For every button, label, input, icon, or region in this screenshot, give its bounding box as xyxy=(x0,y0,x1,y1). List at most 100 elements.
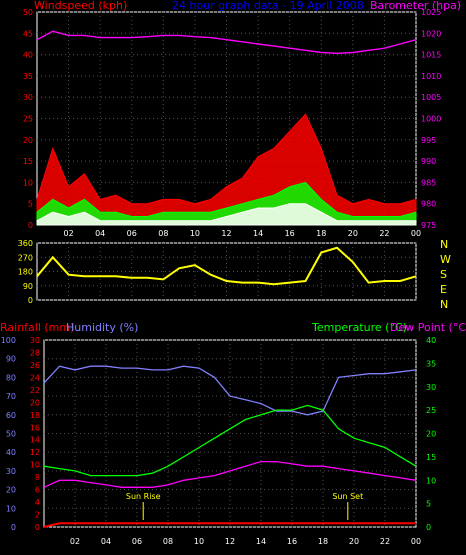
direction-tick-label: 360 xyxy=(18,239,33,248)
barometer-tick-label: 980 xyxy=(421,200,436,209)
windspeed-tick-label: 20 xyxy=(23,136,33,145)
windspeed-tick-label: 35 xyxy=(23,72,33,81)
windspeed-tick-label: 45 xyxy=(23,29,33,38)
climate-series xyxy=(43,365,417,528)
sun-annotations: Sun Rise Sun Set xyxy=(126,492,363,520)
rain-tick-label: 4 xyxy=(35,498,40,507)
wind-series-area xyxy=(36,113,417,226)
wind-x-tick-label: 02 xyxy=(63,229,73,238)
windspeed-tick-label: 5 xyxy=(28,200,33,209)
temperature-tick-label: 35 xyxy=(426,359,436,368)
climate-panel: 0102030405060708090100024681012141618202… xyxy=(0,321,466,546)
windspeed-tick-label: 40 xyxy=(23,51,33,60)
temperature-tick-label: 30 xyxy=(426,383,436,392)
compass-label: N xyxy=(440,298,448,311)
barometer-tick-label: 1020 xyxy=(421,29,441,38)
temperature-tick-label: 40 xyxy=(426,336,436,345)
rain-tick-label: 22 xyxy=(30,386,40,395)
temperature-tick-label: 25 xyxy=(426,406,436,415)
windspeed-tick-label: 15 xyxy=(23,157,33,166)
climate-x-tick-label: 00 xyxy=(411,537,421,546)
climate-x-tick-label: 08 xyxy=(163,537,173,546)
wind-x-tick-label: 00 xyxy=(411,229,421,238)
rain-tick-label: 18 xyxy=(30,411,40,420)
wind-x-tick-label: 20 xyxy=(348,229,358,238)
windspeed-tick-label: 0 xyxy=(28,221,33,230)
rain-tick-label: 26 xyxy=(30,361,40,370)
direction-ticks: 0 90 180 270 360 xyxy=(18,239,33,305)
rain-tick-label: 28 xyxy=(30,348,40,357)
direction-series xyxy=(36,246,417,286)
wind-x-tick-label: 04 xyxy=(95,229,105,238)
dewpoint-axis-label: Dew Point (°C) xyxy=(390,321,466,334)
rain-tick-label: 2 xyxy=(35,511,40,520)
climate-x-tick-label: 02 xyxy=(70,537,80,546)
chart-title: 24 hour graph data - 19 April 2008 xyxy=(172,0,364,12)
rain-tick-label: 30 xyxy=(30,336,40,345)
wind-x-tick-label: 06 xyxy=(127,229,137,238)
direction-grid xyxy=(37,242,417,301)
wind-x-tick-label: 18 xyxy=(316,229,326,238)
barometer-line xyxy=(36,30,417,55)
humidity-tick-label: 40 xyxy=(6,448,16,457)
humidity-tick-label: 30 xyxy=(6,467,16,476)
temp-line xyxy=(43,460,417,488)
wind-series-area xyxy=(36,203,417,226)
wind-direction-line xyxy=(36,246,417,286)
climate-x-tick-label: 12 xyxy=(225,537,235,546)
rain-tick-label: 12 xyxy=(30,448,40,457)
windspeed-axis-label: Windspeed (kph) xyxy=(34,0,127,12)
wind-x-tick-label: 12 xyxy=(221,229,231,238)
temperature-tick-label: 20 xyxy=(426,430,436,439)
temperature-tick-label: 0 xyxy=(426,523,431,532)
humidity-tick-label: 0 xyxy=(11,523,16,532)
direction-tick-label: 90 xyxy=(23,282,33,291)
climate-x-tick-label: 14 xyxy=(256,537,266,546)
wind-x-tick-label: 10 xyxy=(190,229,200,238)
rain-tick-label: 0 xyxy=(35,523,40,532)
compass-label: E xyxy=(440,283,447,296)
climate-x-tick-label: 04 xyxy=(101,537,111,546)
barometer-tick-label: 995 xyxy=(421,136,436,145)
temperature-tick-label: 15 xyxy=(426,453,436,462)
temperature-tick-label: 5 xyxy=(426,500,431,509)
windspeed-tick-label: 10 xyxy=(23,178,33,187)
rain-tick-label: 10 xyxy=(30,461,40,470)
barometer-tick-label: 990 xyxy=(421,157,436,166)
compass-label: N xyxy=(440,238,448,251)
humidity-tick-label: 60 xyxy=(6,411,16,420)
humidity-tick-label: 10 xyxy=(6,504,16,513)
compass-label: W xyxy=(440,253,451,266)
wind-x-tick-label: 14 xyxy=(253,229,263,238)
humidity-tick-label: 100 xyxy=(1,336,16,345)
rainfall-axis-label: Rainfall (mm) xyxy=(0,321,74,334)
rain-tick-label: 20 xyxy=(30,398,40,407)
climate-x-tick-label: 18 xyxy=(318,537,328,546)
windspeed-tick-label: 30 xyxy=(23,93,33,102)
temperature-axis-label: Temperature (°C) xyxy=(311,321,407,334)
windspeed-tick-label: 25 xyxy=(23,115,33,124)
barometer-tick-label: 1000 xyxy=(421,115,441,124)
humidity-tick-label: 90 xyxy=(6,355,16,364)
compass-label: S xyxy=(440,268,447,281)
humidity-line xyxy=(43,365,417,416)
humidity-tick-label: 80 xyxy=(6,373,16,382)
barometer-tick-label: 985 xyxy=(421,178,436,187)
wind-x-tick-label: 08 xyxy=(158,229,168,238)
direction-tick-label: 0 xyxy=(28,296,33,305)
climate-ticks: 0102030405060708090100024681012141618202… xyxy=(1,336,436,546)
rain-tick-label: 8 xyxy=(35,473,40,482)
barometer-tick-label: 1015 xyxy=(421,51,441,60)
rain-tick-label: 24 xyxy=(30,373,40,382)
barometer-tick-label: 1025 xyxy=(421,8,441,17)
humidity-tick-label: 20 xyxy=(6,486,16,495)
wind-x-tick-label: 16 xyxy=(285,229,295,238)
wind-x-tick-label: 22 xyxy=(379,229,389,238)
rain-tick-label: 14 xyxy=(30,436,40,445)
humidity-axis-label: Humidity (%) xyxy=(66,321,138,334)
wind-ticks: 0510152025303540455097598098599099510001… xyxy=(23,8,442,238)
